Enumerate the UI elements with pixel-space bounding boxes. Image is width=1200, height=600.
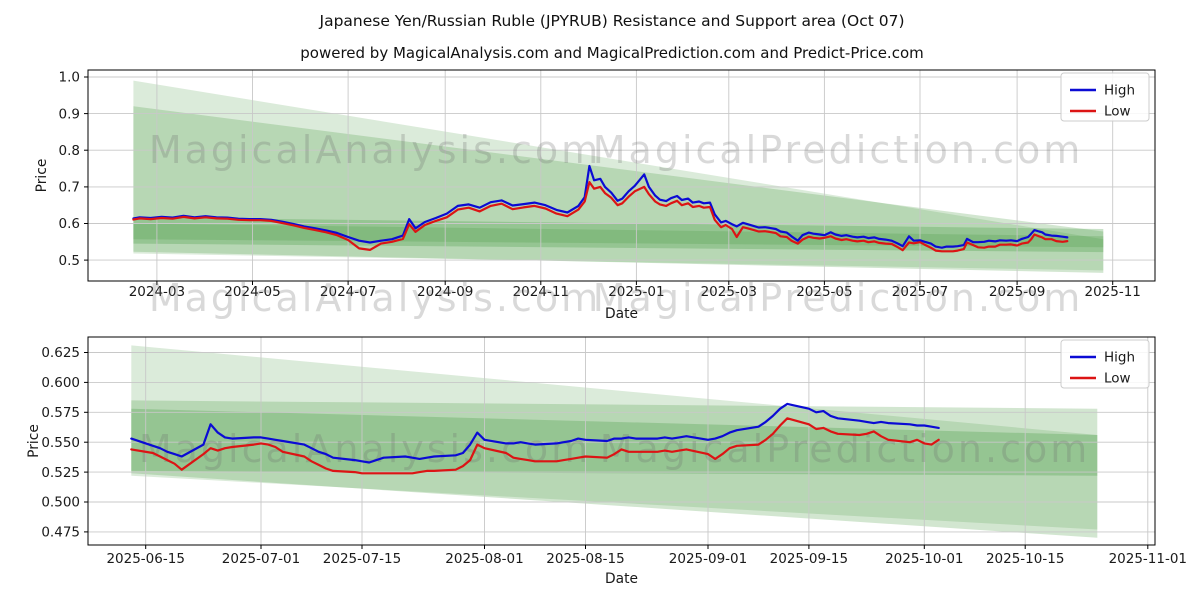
y-tick-label: 0.575: [41, 405, 80, 421]
plot-border: [87, 336, 1156, 546]
x-tick-label: 2025-03: [701, 284, 757, 300]
x-tick-label: 2025-09: [989, 284, 1045, 300]
bottom-chart-axes: 2025-06-15 2025-07-01 2025-07-15 2025-08-01…: [26, 336, 1187, 587]
y-tick-label: 0.8: [59, 143, 80, 159]
x-tick-label: 2025-10-15: [986, 551, 1064, 567]
legend-high-label: High: [1104, 83, 1135, 99]
x-tick-label: 2025-10-01: [885, 551, 963, 567]
low-line: [132, 181, 1069, 253]
legend-high-label: High: [1104, 350, 1135, 366]
watermark-text: MagicalPrediction.com: [593, 276, 1084, 320]
y-tick-label: 0.550: [41, 435, 80, 451]
high-line: [132, 164, 1069, 249]
watermark-text: MagicalPrediction.com: [593, 128, 1084, 172]
legend-box: [1060, 339, 1150, 389]
legend: High Low: [1060, 72, 1150, 122]
x-tick-label: 2024-05: [224, 284, 280, 300]
x-axis-label: Date: [605, 571, 638, 587]
support-resistance-band: [133, 106, 1104, 273]
watermark-text: MagicalAnalysis.com: [149, 276, 601, 320]
y-axis-label: Price: [34, 159, 50, 193]
x-tick-label: 2025-08-01: [445, 551, 523, 567]
x-axis-label: Date: [605, 306, 638, 322]
x-tick-label: 2025-07-01: [222, 551, 300, 567]
x-tick-label: 2025-09-15: [770, 551, 848, 567]
x-tick-label: 2025-01: [608, 284, 664, 300]
y-tick-label: 0.625: [41, 345, 80, 361]
y-tick-label: 0.9: [59, 106, 80, 122]
x-tick-label: 2024-03: [129, 284, 185, 300]
x-tick-label: 2025-06-15: [106, 551, 184, 567]
support-resistance-band: [133, 217, 1104, 253]
y-tick-label: 0.7: [59, 180, 80, 196]
y-tick-label: 0.500: [41, 495, 80, 511]
x-tick-label: 2025-11: [1084, 284, 1140, 300]
y-tick-label: 0.525: [41, 465, 80, 481]
x-tick-label: 2024-11: [513, 284, 569, 300]
watermark-text: MagicalAnalysis.com: [149, 128, 601, 172]
x-tick-label: 2024-07: [320, 284, 376, 300]
legend-low-label: Low: [1104, 104, 1131, 120]
x-tick-label: 2025-09-01: [669, 551, 747, 567]
top-chart-axes: 2024-03 2024-05 2024-07 2024-09 2024-11 2025-…: [34, 69, 1156, 322]
legend-box: [1060, 72, 1150, 122]
y-tick-label: 0.600: [41, 375, 80, 391]
x-tick-label: 2025-08-15: [546, 551, 624, 567]
figure-title: Japanese Yen/Russian Ruble (JPYRUB) Resi…: [319, 12, 905, 30]
x-tick-label: 2025-11-01: [1109, 551, 1187, 567]
legend: High Low: [1060, 339, 1150, 389]
low-line: [130, 417, 940, 475]
y-axis-label: Price: [26, 424, 42, 458]
x-tick-label: 2025-07: [892, 284, 948, 300]
support-resistance-band: [131, 345, 1098, 530]
y-tick-label: 0.475: [41, 525, 80, 541]
y-tick-label: 0.6: [59, 216, 80, 232]
y-tick-label: 0.5: [59, 253, 80, 269]
y-tick-label: 1.0: [59, 70, 80, 86]
x-tick-label: 2024-09: [417, 284, 473, 300]
plot-border: [87, 69, 1156, 282]
figure-subtitle: powered by MagicalAnalysis.com and Magic…: [300, 44, 924, 62]
x-tick-label: 2025-07-15: [323, 551, 401, 567]
high-line: [130, 402, 940, 464]
support-resistance-band: [133, 80, 1104, 271]
x-tick-label: 2025-05: [796, 284, 852, 300]
legend-low-label: Low: [1104, 371, 1131, 387]
